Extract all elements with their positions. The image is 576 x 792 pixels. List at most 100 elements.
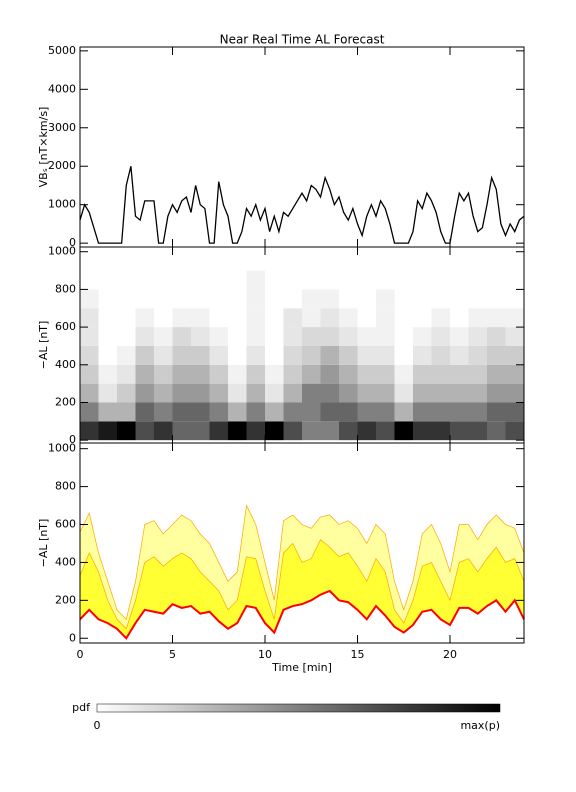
heatmap-cell (376, 308, 395, 328)
heatmap-cell (431, 289, 450, 309)
heatmap-cell (283, 251, 302, 271)
heatmap-cell (80, 383, 99, 403)
heatmap-cell (431, 251, 450, 271)
colorbar (96, 703, 501, 713)
heatmap-cell (283, 421, 302, 441)
heatmap-cell (283, 345, 302, 365)
heatmap-cell (135, 327, 154, 346)
heatmap-cell (450, 364, 469, 384)
heatmap-cell (468, 364, 487, 384)
y-tick-label: 0 (69, 433, 76, 446)
heatmap-cell (376, 364, 395, 384)
heatmap-cell (431, 364, 450, 384)
heatmap-cell (154, 289, 173, 309)
heatmap-cell (98, 270, 117, 290)
heatmap-cell (209, 308, 228, 328)
heatmap-cell (228, 308, 247, 328)
heatmap-cell (394, 308, 413, 328)
heatmap-cell (283, 289, 302, 309)
heatmap-cell (98, 251, 117, 271)
heatmap-cell (228, 289, 247, 309)
heatmap-cell (154, 270, 173, 290)
heatmap-cell (191, 327, 210, 346)
heatmap-cell (431, 327, 450, 346)
heatmap-cell (209, 421, 228, 441)
y-tick-label: 200 (55, 593, 76, 606)
heatmap-cell (302, 251, 321, 271)
heatmap-cell (505, 270, 524, 290)
heatmap-cell (209, 383, 228, 403)
heatmap-cell (98, 308, 117, 328)
heatmap-cell (191, 345, 210, 365)
y-tick-label: 800 (55, 282, 76, 295)
heatmap-cell (302, 327, 321, 346)
heatmap-cell (135, 364, 154, 384)
heatmap-cell (376, 345, 395, 365)
heatmap-cell (357, 345, 376, 365)
heatmap-cell (468, 327, 487, 346)
heatmap-cell (357, 270, 376, 290)
heatmap-cell (357, 289, 376, 309)
heatmap-cell (394, 327, 413, 346)
heatmap-cell (320, 270, 339, 290)
x-tick-label: 5 (169, 648, 176, 661)
heatmap-cell (172, 364, 191, 384)
heatmap-cell (394, 402, 413, 422)
heatmap-cell (172, 270, 191, 290)
x-tick-label: 0 (77, 648, 84, 661)
y-tick-label: 400 (55, 555, 76, 568)
x-tick-label: 20 (443, 648, 457, 661)
heatmap-cell (487, 383, 506, 403)
heatmap-cell (394, 421, 413, 441)
y-tick-label: 200 (55, 395, 76, 408)
heatmap-cell (413, 383, 432, 403)
heatmap-cell (191, 383, 210, 403)
heatmap-cell (191, 364, 210, 384)
heatmap-cell (376, 289, 395, 309)
heatmap-cell (431, 270, 450, 290)
heatmap-cell (450, 345, 469, 365)
heatmap-cell (413, 327, 432, 346)
heatmap-cell (154, 345, 173, 365)
heatmap-cell (246, 289, 265, 309)
heatmap-cell (468, 421, 487, 441)
heatmap-cell (265, 308, 284, 328)
heatmap-cell (302, 270, 321, 290)
y-tick-label: 1000 (48, 198, 76, 211)
heatmap-cell (339, 364, 358, 384)
heatmap-cell (228, 402, 247, 422)
heatmap-cell (394, 345, 413, 365)
heatmap-cell (209, 270, 228, 290)
heatmap-cell (339, 421, 358, 441)
heatmap-cell (265, 364, 284, 384)
heatmap-cell (117, 402, 136, 422)
heatmap-cell (357, 383, 376, 403)
heatmap-cell (172, 327, 191, 346)
heatmap-cell (246, 383, 265, 403)
heatmap-cell (431, 402, 450, 422)
heatmap-cell (505, 289, 524, 309)
heatmap-cell (135, 421, 154, 441)
heatmap-cell (265, 289, 284, 309)
heatmap-cell (320, 421, 339, 441)
heatmap-cell (413, 402, 432, 422)
heatmap-cell (487, 364, 506, 384)
heatmap-cell (117, 327, 136, 346)
heatmap-cell (320, 364, 339, 384)
heatmap-cell (431, 383, 450, 403)
heatmap-cell (376, 402, 395, 422)
heatmap-cell (302, 383, 321, 403)
heatmap-cell (450, 308, 469, 328)
heatmap-cell (376, 270, 395, 290)
heatmap-cell (98, 345, 117, 365)
heatmap-cell (505, 421, 524, 441)
heatmap-cell (413, 308, 432, 328)
plot-frame (79, 442, 525, 644)
heatmap-cell (283, 364, 302, 384)
heatmap-cell (339, 327, 358, 346)
heatmap-cell (135, 383, 154, 403)
heatmap-cell (246, 421, 265, 441)
heatmap-cell (80, 270, 99, 290)
heatmap-cell (191, 251, 210, 271)
